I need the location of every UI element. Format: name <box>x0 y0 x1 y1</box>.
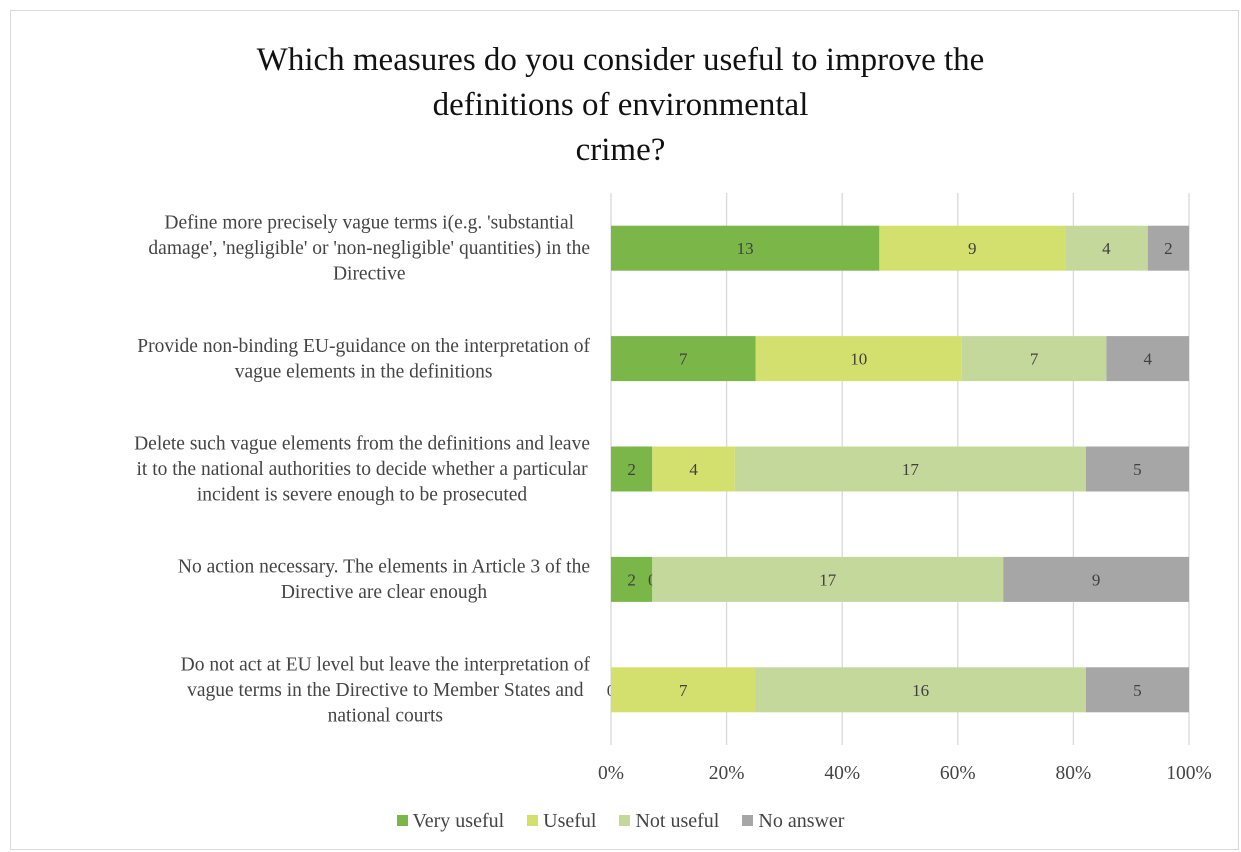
data-label-very-useful: 13 <box>737 239 754 258</box>
legend-item-very-useful: Very useful <box>397 810 505 833</box>
legend-swatch-very-useful <box>397 815 408 826</box>
data-label-no-answer: 9 <box>1092 570 1101 589</box>
data-label-not-useful: 16 <box>912 681 929 700</box>
data-label-no-answer: 4 <box>1143 350 1152 369</box>
chart-legend: Very useful Useful Not useful No answer <box>0 810 1241 833</box>
data-label-useful: 4 <box>689 460 698 479</box>
data-label-no-answer: 5 <box>1133 681 1142 700</box>
category-label-line: it to the national authorities to decide… <box>137 459 589 480</box>
legend-swatch-no-answer <box>742 815 753 826</box>
category-label-line: Do not act at EU level but leave the int… <box>181 654 591 675</box>
legend-label-no-answer: No answer <box>758 810 844 832</box>
data-label-useful: 7 <box>679 681 688 700</box>
data-label-very-useful: 7 <box>679 350 688 369</box>
data-label-very-useful: 2 <box>627 570 636 589</box>
legend-swatch-not-useful <box>619 815 630 826</box>
data-label-no-answer: 2 <box>1164 239 1173 258</box>
data-label-not-useful: 4 <box>1102 239 1111 258</box>
category-label-line: national courts <box>328 705 443 726</box>
data-label-useful: 9 <box>968 239 977 258</box>
x-tick-label: 100% <box>1166 763 1212 784</box>
data-label-not-useful: 17 <box>819 570 837 589</box>
category-label-line: vague terms in the Directive to Member S… <box>187 680 584 701</box>
category-label-line: Delete such vague elements from the defi… <box>134 434 590 455</box>
category-label-line: damage', 'negligible' or 'non-negligible… <box>148 238 590 259</box>
legend-item-not-useful: Not useful <box>619 810 719 833</box>
legend-item-no-answer: No answer <box>742 810 844 833</box>
legend-item-useful: Useful <box>527 810 596 833</box>
x-tick-label: 60% <box>940 763 976 784</box>
x-tick-label: 0% <box>598 763 624 784</box>
category-label-line: vague elements in the definitions <box>235 361 493 382</box>
data-label-no-answer: 5 <box>1133 460 1142 479</box>
legend-swatch-useful <box>527 815 538 826</box>
legend-label-very-useful: Very useful <box>413 810 505 832</box>
data-label-useful: 10 <box>850 350 867 369</box>
category-label-line: Provide non-binding EU-guidance on the i… <box>137 336 590 357</box>
data-label-not-useful: 17 <box>902 460 920 479</box>
legend-label-useful: Useful <box>543 810 596 832</box>
x-tick-label: 80% <box>1056 763 1092 784</box>
category-label-line: Define more precisely vague terms i(e.g.… <box>164 213 574 234</box>
legend-label-not-useful: Not useful <box>635 810 719 832</box>
x-tick-label: 40% <box>824 763 860 784</box>
category-label-line: Directive are clear enough <box>281 582 488 603</box>
category-label-line: No action necessary. The elements in Art… <box>178 557 590 578</box>
category-label-line: incident is severe enough to be prosecut… <box>197 485 528 506</box>
category-label-line: Directive <box>333 264 406 285</box>
data-label-not-useful: 7 <box>1030 350 1039 369</box>
x-tick-label: 20% <box>709 763 745 784</box>
data-label-very-useful: 2 <box>627 460 636 479</box>
